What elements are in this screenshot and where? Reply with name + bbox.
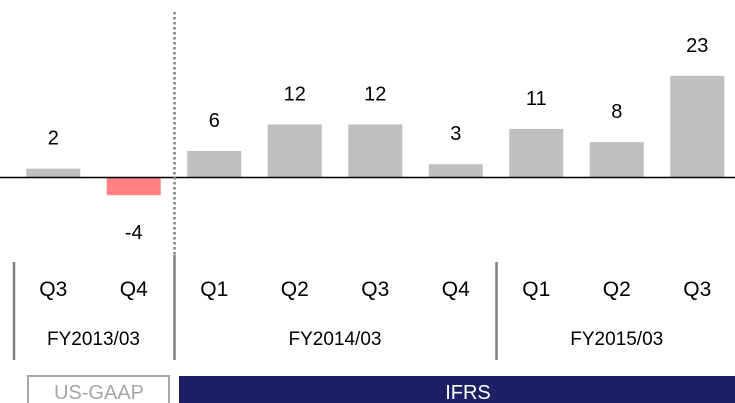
standard-band-0 xyxy=(27,375,170,403)
data-label-7: 8 xyxy=(611,101,622,123)
bar-7 xyxy=(589,142,644,178)
value-labels-layer: 2 -4 6 12 12 3 11 8 23 xyxy=(48,35,709,244)
quarter-labels-layer: Q3 Q4 Q1 Q2 Q3 Q4 Q1 Q2 Q3 xyxy=(39,278,711,301)
fiscal-year-label-1: FY2014/03 xyxy=(289,329,382,350)
data-label-3: 12 xyxy=(284,83,306,105)
bars-layer xyxy=(26,75,725,196)
quarter-tick-label-1: Q4 xyxy=(120,278,148,301)
data-label-6: 11 xyxy=(526,88,547,110)
quarter-tick-label-3: Q2 xyxy=(281,278,309,301)
accounting-standards-layer: US-GAAP IFRS xyxy=(27,375,735,403)
quarter-tick-label-5: Q4 xyxy=(442,278,470,301)
bar-0 xyxy=(26,168,81,178)
quarter-tick-label-6: Q1 xyxy=(522,278,550,301)
bar-4 xyxy=(348,124,403,178)
standard-label-0: US-GAAP xyxy=(54,382,144,403)
bar-2 xyxy=(187,150,242,178)
data-label-1: -4 xyxy=(125,222,143,244)
bar-8 xyxy=(670,75,725,178)
quarter-tick-label-2: Q1 xyxy=(200,278,228,301)
quarter-tick-label-7: Q2 xyxy=(603,278,631,301)
bar-6 xyxy=(509,128,564,178)
quarter-tick-label-4: Q3 xyxy=(361,278,389,301)
fiscal-year-label-0: FY2013/03 xyxy=(47,329,140,350)
bar-5 xyxy=(428,164,483,178)
standard-label-1: IFRS xyxy=(445,382,491,403)
data-label-8: 23 xyxy=(686,35,708,57)
bar-1 xyxy=(106,177,161,196)
data-label-4: 12 xyxy=(364,83,386,105)
data-label-2: 6 xyxy=(209,110,220,132)
standard-band-1 xyxy=(179,376,735,403)
data-label-0: 2 xyxy=(48,128,59,150)
fiscal-year-layer: FY2013/03 FY2014/03 FY2015/03 xyxy=(12,255,663,360)
data-label-5: 3 xyxy=(450,123,461,145)
quarter-tick-label-8: Q3 xyxy=(683,278,711,301)
bar-3 xyxy=(267,124,322,178)
quarter-tick-label-0: Q3 xyxy=(39,278,67,301)
fiscal-year-label-2: FY2015/03 xyxy=(570,329,663,350)
